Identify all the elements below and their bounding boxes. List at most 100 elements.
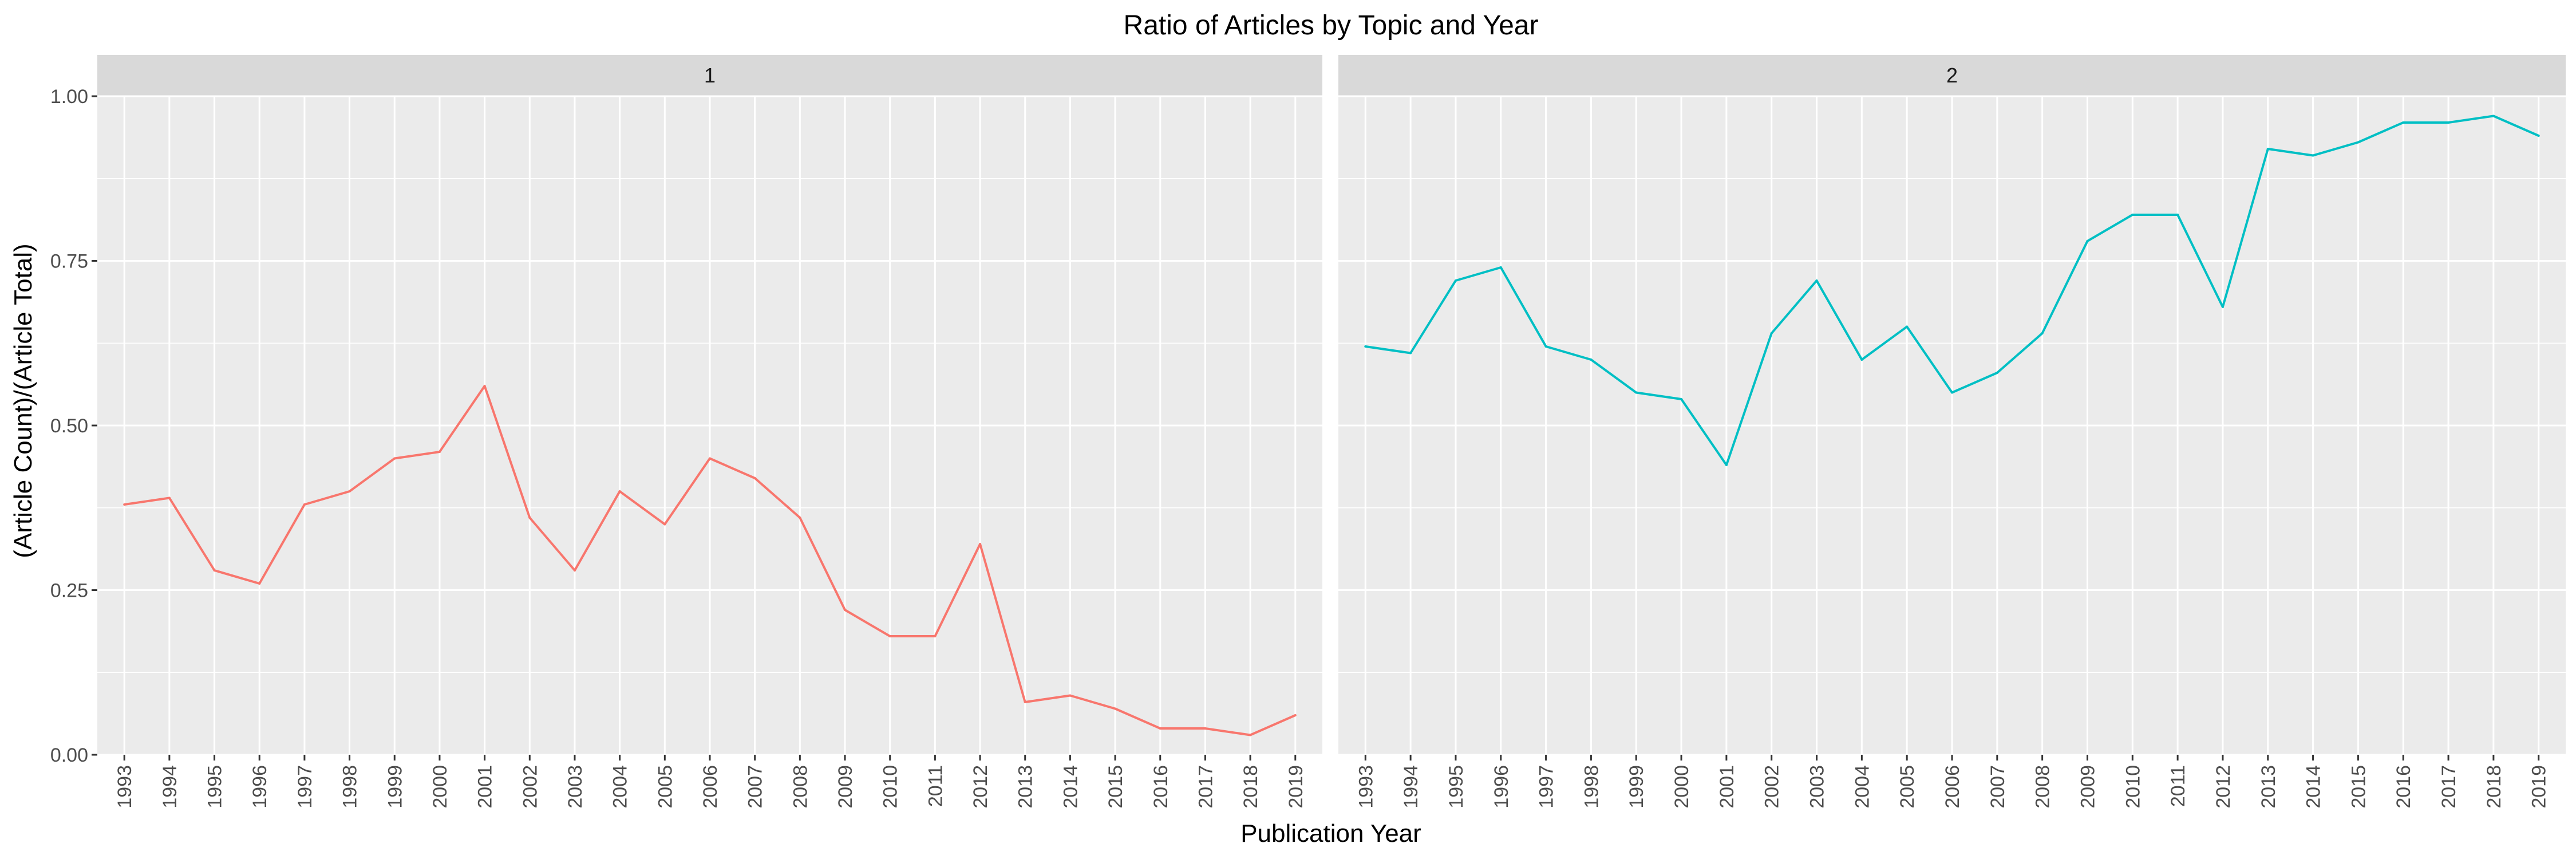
data-point bbox=[1114, 707, 1117, 710]
y-tick-label: 0.50 bbox=[50, 415, 88, 437]
data-point bbox=[934, 635, 937, 637]
data-point bbox=[1770, 332, 1773, 334]
y-tick-label: 0.00 bbox=[50, 744, 88, 766]
x-tick-label: 2013 bbox=[1015, 765, 1037, 809]
x-tick-label: 2000 bbox=[429, 765, 451, 809]
x-axis-title: Publication Year bbox=[1240, 819, 1421, 848]
data-point bbox=[1860, 358, 1863, 361]
x-tick-label: 2009 bbox=[2077, 765, 2099, 809]
x-tick-label: 2018 bbox=[2483, 765, 2505, 809]
data-point bbox=[1454, 279, 1457, 282]
data-point bbox=[2086, 240, 2089, 242]
facet-strip bbox=[1338, 55, 2566, 96]
data-point bbox=[799, 517, 801, 519]
data-point bbox=[1159, 727, 1161, 730]
data-point bbox=[2176, 214, 2179, 216]
data-point bbox=[979, 543, 982, 545]
data-point bbox=[1951, 391, 1953, 394]
x-tick-label: 1993 bbox=[114, 765, 136, 809]
x-tick-label: 1999 bbox=[384, 765, 406, 809]
x-tick-label: 2011 bbox=[924, 765, 946, 807]
x-tick-label: 2014 bbox=[1060, 765, 1081, 809]
x-tick-label: 1997 bbox=[294, 765, 316, 809]
data-point bbox=[663, 523, 666, 526]
x-tick-label: 1998 bbox=[1581, 765, 1602, 809]
x-tick-label: 2017 bbox=[2438, 765, 2460, 809]
x-tick-label: 2012 bbox=[2212, 765, 2234, 809]
x-tick-label: 1996 bbox=[249, 765, 271, 809]
data-point bbox=[2312, 154, 2314, 157]
data-point bbox=[844, 609, 847, 611]
x-tick-label: 1993 bbox=[1355, 765, 1377, 809]
data-point bbox=[1069, 694, 1072, 697]
data-point bbox=[573, 569, 576, 572]
data-point bbox=[348, 490, 351, 492]
data-point bbox=[1364, 345, 1367, 348]
x-tick-label: 2002 bbox=[519, 765, 541, 809]
x-tick-label: 1998 bbox=[339, 765, 361, 809]
data-point bbox=[1024, 701, 1026, 703]
data-point bbox=[618, 490, 621, 492]
x-tick-label: 2008 bbox=[789, 765, 811, 809]
data-point bbox=[1635, 391, 1638, 394]
data-point bbox=[1815, 279, 1818, 282]
x-tick-label: 2001 bbox=[1716, 765, 1738, 809]
x-tick-label: 2003 bbox=[1807, 765, 1828, 809]
x-tick-label: 2010 bbox=[2122, 765, 2144, 809]
x-tick-label: 2001 bbox=[475, 765, 496, 809]
x-tick-label: 1994 bbox=[1400, 765, 1422, 809]
x-tick-label: 2010 bbox=[880, 765, 902, 809]
x-tick-label: 1999 bbox=[1626, 765, 1647, 809]
data-point bbox=[2131, 214, 2134, 216]
x-tick-label: 2019 bbox=[2528, 765, 2550, 809]
data-point bbox=[303, 503, 306, 506]
data-point bbox=[483, 385, 486, 387]
data-point bbox=[258, 582, 261, 585]
data-point bbox=[1996, 372, 1998, 374]
facet-strip-label: 1 bbox=[704, 64, 716, 87]
x-tick-label: 2004 bbox=[610, 765, 631, 809]
data-point bbox=[1204, 727, 1207, 730]
y-tick-label: 1.00 bbox=[50, 86, 88, 108]
x-tick-label: 2017 bbox=[1195, 765, 1216, 809]
x-tick-label: 2007 bbox=[745, 765, 767, 809]
data-point bbox=[2266, 148, 2269, 150]
x-tick-label: 2006 bbox=[700, 765, 721, 809]
data-point bbox=[1906, 325, 1909, 328]
x-tick-label: 2011 bbox=[2167, 765, 2189, 807]
data-point bbox=[1725, 464, 1728, 466]
data-point bbox=[168, 497, 171, 499]
x-tick-label: 2012 bbox=[970, 765, 991, 809]
data-point bbox=[709, 457, 711, 460]
data-point bbox=[888, 635, 891, 637]
data-point bbox=[2447, 121, 2450, 124]
data-point bbox=[1249, 734, 1252, 736]
facet-strip bbox=[97, 55, 1322, 96]
x-tick-label: 1996 bbox=[1491, 765, 1512, 809]
x-tick-label: 2018 bbox=[1240, 765, 1262, 809]
data-point bbox=[1590, 358, 1593, 361]
x-tick-label: 2019 bbox=[1285, 765, 1307, 809]
data-point bbox=[1499, 266, 1502, 269]
facet-strip-label: 2 bbox=[1946, 64, 1958, 87]
x-tick-label: 2015 bbox=[1105, 765, 1127, 809]
x-tick-label: 2008 bbox=[2032, 765, 2054, 809]
x-tick-label: 2002 bbox=[1761, 765, 1783, 809]
x-tick-label: 2013 bbox=[2258, 765, 2279, 809]
data-point bbox=[1680, 398, 1683, 400]
data-point bbox=[2402, 121, 2405, 124]
x-tick-label: 1997 bbox=[1536, 765, 1558, 809]
y-axis-title: (Article Count)/(Article Total) bbox=[9, 243, 37, 558]
x-tick-label: 2016 bbox=[2393, 765, 2415, 809]
data-point bbox=[528, 517, 531, 519]
data-point bbox=[2492, 115, 2495, 117]
x-tick-label: 2005 bbox=[654, 765, 676, 809]
data-point bbox=[438, 451, 441, 453]
x-tick-label: 2003 bbox=[564, 765, 586, 809]
data-point bbox=[213, 569, 216, 572]
facet-panels: 1 0.00 0.25 0.50 0.75 1.00 1993 1994 1995 1996 199… bbox=[50, 55, 2566, 809]
data-point bbox=[2041, 332, 2044, 334]
x-tick-label: 2016 bbox=[1150, 765, 1172, 809]
data-point bbox=[2221, 306, 2224, 308]
